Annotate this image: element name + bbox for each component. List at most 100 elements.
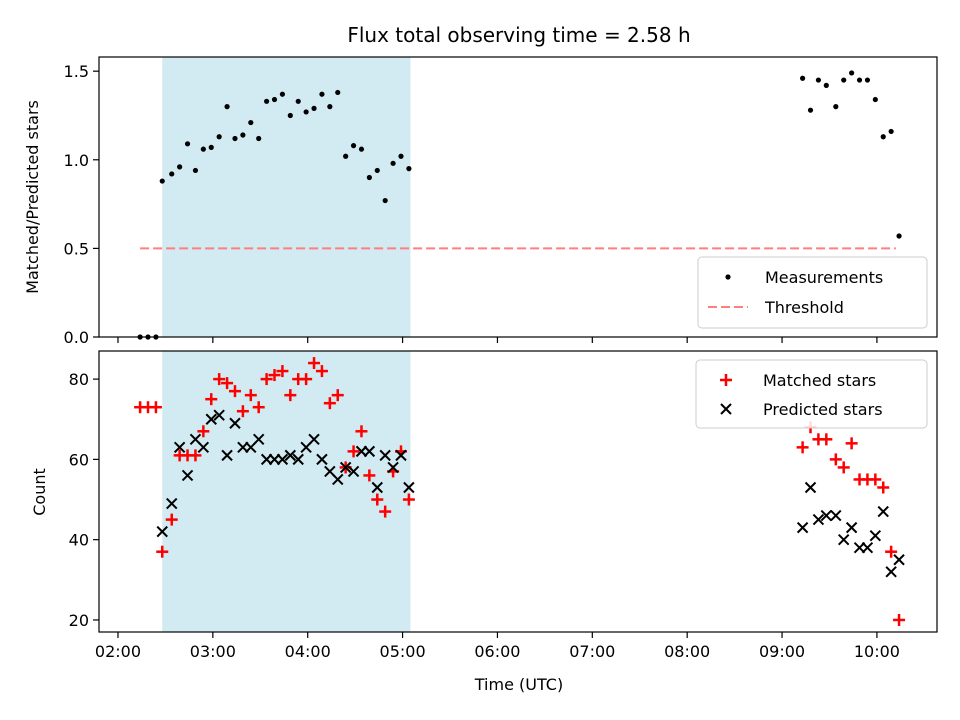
predicted-star-point	[181, 469, 194, 482]
measurement-point	[159, 178, 165, 184]
y-tick-label: 40	[69, 531, 89, 550]
matched-star-point	[300, 373, 313, 386]
predicted-star-point	[812, 513, 825, 526]
y-tick-label: 1.5	[64, 62, 89, 81]
y-tick-label: 0.0	[64, 328, 89, 347]
predicted-star-point	[804, 481, 817, 494]
matched-star-point	[371, 493, 384, 506]
figure-title: Flux total observing time = 2.58 h	[347, 23, 690, 47]
measurement-point	[319, 91, 325, 97]
predicted-star-point	[877, 505, 889, 518]
predicted-star-point	[308, 433, 320, 446]
predicted-star-point	[213, 409, 225, 421]
matched-star-point	[221, 377, 234, 390]
legend-predicted-marker	[720, 403, 732, 415]
matched-star-points	[134, 357, 906, 626]
matched-star-point	[260, 373, 273, 386]
count-y-ticks: 20 40 60 80	[69, 370, 99, 630]
matched-star-point	[165, 513, 178, 526]
predicted-star-point	[197, 441, 210, 454]
measurement-point	[350, 143, 357, 149]
x-tick-label: 10:00	[854, 642, 900, 661]
ratio-x-ticks	[117, 337, 878, 343]
y-tick-label: 60	[69, 450, 89, 469]
predicted-star-point	[332, 473, 344, 486]
matched-star-point	[893, 613, 906, 626]
matched-star-point	[276, 365, 289, 378]
matched-star-point	[315, 365, 328, 378]
measurement-point	[358, 146, 365, 152]
predicted-star-point	[363, 445, 376, 458]
ratio-plot-frame	[98, 56, 938, 338]
measurement-point	[256, 135, 262, 142]
observing-window-shade	[162, 351, 411, 632]
measurement-point	[841, 77, 847, 83]
predicted-star-point	[252, 433, 265, 446]
matched-star-point	[252, 401, 265, 414]
matched-star-point	[156, 545, 169, 558]
matched-star-point	[308, 357, 321, 370]
matched-star-point	[885, 545, 898, 558]
predicted-star-point	[403, 481, 415, 494]
measurement-point	[382, 197, 388, 204]
measurement-point	[343, 153, 349, 159]
measurement-point	[216, 134, 222, 140]
measurement-point	[303, 109, 309, 115]
measurement-point	[807, 107, 814, 113]
measurement-point	[240, 132, 246, 138]
predicted-star-point	[371, 481, 383, 494]
measurement-point	[208, 144, 214, 150]
predicted-star-point	[893, 554, 905, 566]
predicted-star-point	[347, 465, 360, 478]
measurement-point	[896, 233, 902, 239]
measurement-point	[177, 164, 183, 170]
measurement-point	[335, 89, 341, 96]
predicted-star-point	[820, 509, 833, 522]
measurement-point	[295, 98, 301, 104]
x-tick-label: 03:00	[190, 642, 236, 661]
measurement-point	[823, 82, 829, 88]
measurement-point	[232, 135, 238, 142]
measurement-point	[800, 75, 806, 81]
ratio-y-axis-label: Matched/Predicted stars	[23, 100, 42, 294]
matched-star-point	[829, 453, 842, 466]
matched-star-point	[244, 389, 257, 402]
count-x-ticks: 02:00 03:00 04:00 05:00 06:00 07:00 08:00 09:00…	[95, 632, 900, 661]
x-tick-label: 08:00	[664, 642, 710, 661]
matched-star-point	[197, 425, 210, 438]
measurement-point	[224, 104, 230, 110]
predicted-star-point	[845, 521, 858, 534]
matched-star-point	[268, 369, 281, 382]
x-tick-label: 05:00	[380, 642, 426, 661]
predicted-star-point	[869, 529, 882, 542]
matched-star-point	[213, 373, 226, 386]
y-tick-label: 0.5	[64, 239, 89, 258]
measurement-point	[815, 77, 822, 83]
matched-star-point	[402, 493, 415, 506]
legend-matched-marker	[720, 374, 732, 386]
matched-star-point	[205, 393, 218, 406]
measurement-point	[311, 105, 317, 111]
observing-window-shade	[162, 57, 411, 337]
measurement-points	[137, 70, 902, 340]
count-legend: Matched stars Predicted stars	[695, 359, 928, 429]
predicted-star-point	[395, 449, 407, 462]
x-tick-label: 09:00	[759, 642, 805, 661]
matched-star-point	[355, 425, 368, 438]
measurement-point	[390, 160, 396, 166]
matched-star-point	[845, 437, 858, 450]
measurement-point	[374, 167, 380, 174]
measurement-point	[264, 98, 270, 104]
matched-star-point	[837, 461, 850, 474]
matched-star-point	[284, 389, 297, 402]
predicted-star-point	[830, 509, 842, 522]
y-tick-label: 20	[69, 611, 89, 630]
measurement-point	[327, 104, 333, 110]
measurement-point	[880, 134, 886, 140]
measurement-point	[872, 96, 878, 103]
legend-measurements-label: Measurements	[765, 268, 883, 287]
predicted-star-point	[221, 449, 233, 462]
measurement-point	[888, 128, 894, 135]
